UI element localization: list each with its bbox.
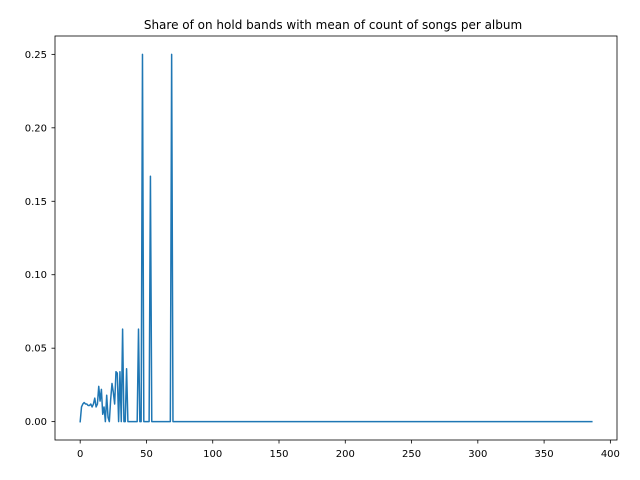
x-tick-label: 150 — [269, 449, 288, 460]
y-tick-label: 0.25 — [25, 50, 47, 61]
y-tick-label: 0.00 — [25, 417, 47, 428]
axes-frame — [54, 35, 618, 441]
x-tick-label: 300 — [468, 449, 487, 460]
y-tick-label: 0.20 — [25, 123, 47, 134]
plot-area — [79, 53, 593, 423]
x-tick-label: 250 — [402, 449, 421, 460]
x-tick-label: 350 — [535, 449, 554, 460]
y-tick-label: 0.15 — [25, 197, 47, 208]
x-tick-label: 400 — [601, 449, 620, 460]
x-tick-label: 0 — [77, 449, 83, 460]
x-axis: 0 50 100 150 200 250 300 350 400 — [77, 440, 620, 460]
x-tick-label: 50 — [140, 449, 153, 460]
chart-title: Share of on hold bands with mean of coun… — [144, 18, 522, 32]
y-tick-label: 0.05 — [25, 344, 47, 355]
y-tick-label: 0.10 — [25, 270, 47, 281]
axes-border — [54, 35, 618, 441]
series-line — [79, 53, 593, 423]
y-axis: 0.00 0.05 0.10 0.15 0.20 0.25 — [25, 50, 55, 428]
x-tick-label: 100 — [203, 449, 222, 460]
x-tick-label: 200 — [336, 449, 355, 460]
